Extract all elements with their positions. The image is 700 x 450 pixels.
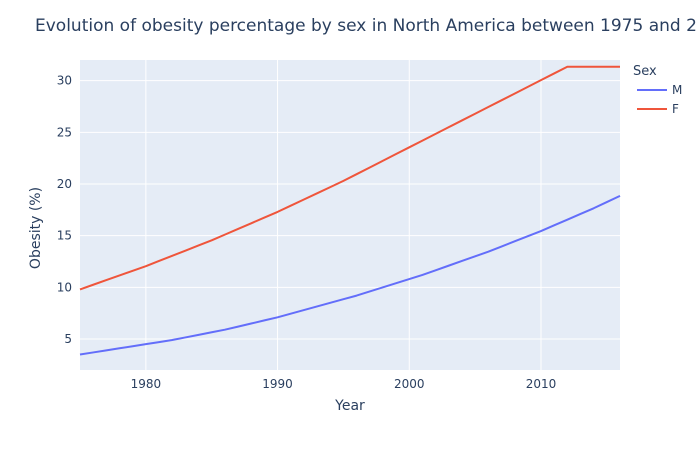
plot-area xyxy=(80,60,620,370)
x-tick-label: 1980 xyxy=(131,377,162,391)
y-tick-label: 25 xyxy=(57,125,72,139)
chart-title: Evolution of obesity percentage by sex i… xyxy=(35,16,697,36)
legend-title: Sex xyxy=(633,64,657,79)
y-tick-label: 30 xyxy=(57,74,72,88)
x-axis-title: Year xyxy=(334,398,365,414)
legend-label-M[interactable]: M xyxy=(672,83,682,97)
series-line-F[interactable] xyxy=(79,65,620,291)
y-tick-label: 5 xyxy=(64,332,72,346)
x-tick-label: 2010 xyxy=(526,377,557,391)
legend[interactable]: Sex MF xyxy=(633,64,682,116)
series-group xyxy=(79,65,621,356)
y-axis-title: Obesity (%) xyxy=(28,187,44,269)
y-tick-label: 15 xyxy=(57,229,72,243)
series-line-M[interactable] xyxy=(79,194,621,356)
x-axis: 1980 1990 2000 2010 xyxy=(131,377,557,391)
y-tick-label: 10 xyxy=(57,280,72,294)
x-tick-label: 2000 xyxy=(394,377,425,391)
gridlines xyxy=(80,60,620,370)
y-axis: 5 10 15 20 25 30 xyxy=(57,74,72,346)
x-tick-label: 1990 xyxy=(262,377,293,391)
legend-label-F[interactable]: F xyxy=(672,102,679,116)
y-tick-label: 20 xyxy=(57,177,72,191)
